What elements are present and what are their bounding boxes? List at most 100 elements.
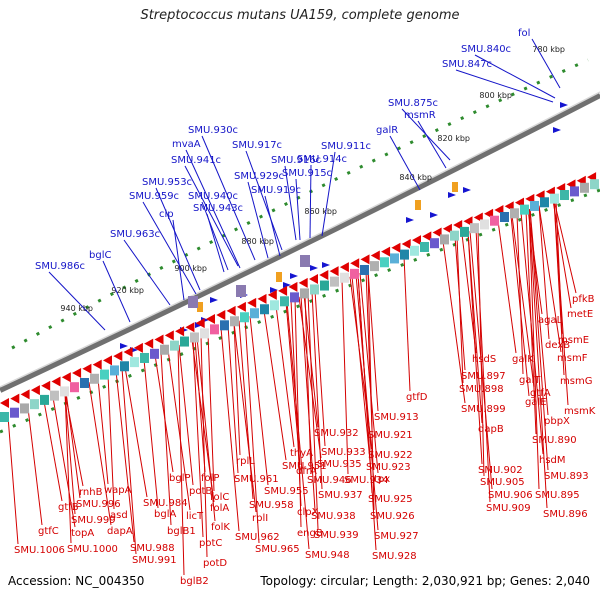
reverse-leader-line [520, 212, 544, 455]
reverse-feature-block [170, 340, 179, 351]
figure-title: Streptococcus mutans UA159, complete gen… [140, 8, 460, 23]
gene-label-smu-914c: SMU.914c [297, 154, 347, 165]
gene-label-smu-928: SMU.928 [372, 551, 417, 562]
reverse-gene-arrow [329, 266, 339, 277]
kbp-tick-labels: 780 kbp 800 kbp 820 kbp 840 kbp 860 kbp 880 k… [60, 45, 565, 313]
reverse-feature-block [210, 324, 219, 335]
reverse-leader-line [304, 294, 312, 475]
reverse-leader-line [263, 310, 287, 461]
reverse-feature-block [350, 268, 359, 279]
reverse-gene-arrow [195, 318, 205, 329]
reverse-feature-block [10, 407, 19, 418]
gene-label-bglb1: bglB1 [167, 526, 196, 537]
reverse-feature-block [540, 197, 549, 208]
gene-label-smu-911c: SMU.911c [321, 141, 371, 152]
forward-gene-features [120, 102, 568, 353]
reverse-leader-line [27, 407, 43, 526]
reverse-feature-block [30, 399, 39, 410]
gene-label-potd: potD [203, 558, 227, 569]
reverse-leader-line [207, 333, 215, 492]
reverse-gene-arrow [278, 285, 288, 296]
gene-label-fol: fol [518, 28, 530, 39]
gene-label-smu-963c: SMU.963c [110, 229, 160, 240]
kbp-tick-label: 820 kbp [437, 134, 470, 143]
reverse-feature-block [60, 386, 69, 397]
gene-label-smu-940c: SMU.940c [188, 191, 238, 202]
reverse-feature-block [360, 264, 369, 275]
gene-label-smu-1006: SMU.1006 [14, 545, 65, 556]
reverse-leader-line [511, 215, 535, 388]
gene-label-smu-913: SMU.913 [374, 412, 419, 423]
gene-label-clpx: clpX [297, 507, 319, 518]
reverse-gene-arrow [298, 277, 308, 288]
reverse-leader-line [192, 339, 204, 538]
reverse-feature-block [480, 219, 489, 230]
reverse-gene-arrow [20, 389, 30, 400]
gene-label-smu-986c: SMU.986c [35, 261, 85, 272]
gene-label-smu-925: SMU.925 [368, 494, 413, 505]
reverse-leader-line [529, 208, 549, 471]
forward-leader-line [309, 164, 312, 239]
reverse-leader-line [529, 208, 549, 416]
reverse-feature-block [240, 312, 249, 323]
reverse-feature-block [490, 215, 499, 226]
gene-label-smu-909: SMU.909 [486, 503, 531, 514]
gene-label-smu-939: SMU.939 [314, 530, 359, 541]
reverse-leader-line [115, 370, 135, 543]
reverse-feature-block [140, 352, 149, 363]
gene-label-smu-996: SMU.996 [76, 499, 121, 510]
reverse-feature-block [340, 272, 349, 283]
forward-leader-line [184, 165, 239, 267]
forward-gene-arrow [210, 297, 218, 303]
forward-leader-line [417, 120, 447, 169]
reverse-leader-line [538, 205, 550, 340]
reverse-gene-arrow [267, 289, 277, 300]
forward-gene-arrow [270, 287, 278, 293]
reverse-feature-block [230, 316, 239, 327]
reverse-feature-block [320, 280, 329, 291]
gene-label-smu-917c: SMU.917c [232, 140, 282, 151]
gene-label-thya: thyA [290, 448, 313, 459]
gene-label-pfkb: pfkB [572, 294, 595, 305]
reverse-feature-block [260, 304, 269, 315]
reverse-feature-block [190, 332, 199, 343]
reverse-leader-line [442, 241, 466, 404]
reverse-leader-line [143, 359, 159, 509]
feature-block [236, 285, 246, 297]
gene-label-gtfd: gtfD [406, 392, 428, 403]
forward-leader-line [247, 181, 269, 259]
gene-label-mvaa: mvaA [172, 139, 201, 150]
kbp-tick-label: 880 kbp [241, 237, 274, 246]
gene-label-folk: folK [211, 522, 230, 533]
reverse-gene-arrow [0, 398, 9, 408]
reverse-feature-block [390, 253, 399, 264]
forward-leader-line [201, 135, 256, 261]
reverse-leader-line [286, 301, 310, 550]
reverse-leader-line [553, 200, 577, 294]
reverse-feature-block [310, 284, 319, 295]
gene-label-smu-899: SMU.899 [461, 404, 506, 415]
reverse-gene-arrow [381, 246, 391, 257]
reverse-leader-line [64, 392, 76, 515]
gene-label-agal: agaL [538, 315, 563, 326]
reverse-gene-arrow [226, 305, 236, 316]
forward-leader-line [295, 178, 301, 241]
reverse-feature-block [300, 288, 309, 299]
gene-label-smu-930c: SMU.930c [188, 125, 238, 136]
reverse-leader-line [107, 374, 115, 510]
gene-label-smu-958: SMU.958 [249, 500, 294, 511]
reverse-gene-arrow [206, 314, 215, 325]
reverse-gene-arrow [453, 219, 463, 230]
reverse-leader-line [475, 228, 491, 503]
gene-label-dfra: dfrA [296, 466, 317, 477]
gene-label-galk: galK [512, 354, 534, 365]
gene-label-gtfc: gtfC [38, 526, 59, 537]
gene-label-clp: clp [159, 209, 174, 220]
reverse-leader-line [477, 228, 485, 477]
genome-backbone [0, 92, 600, 393]
reverse-gene-arrow [144, 338, 154, 349]
kbp-tick-label: 860 kbp [304, 207, 337, 216]
reverse-feature-block [440, 234, 449, 245]
reverse-feature-block [410, 245, 419, 256]
